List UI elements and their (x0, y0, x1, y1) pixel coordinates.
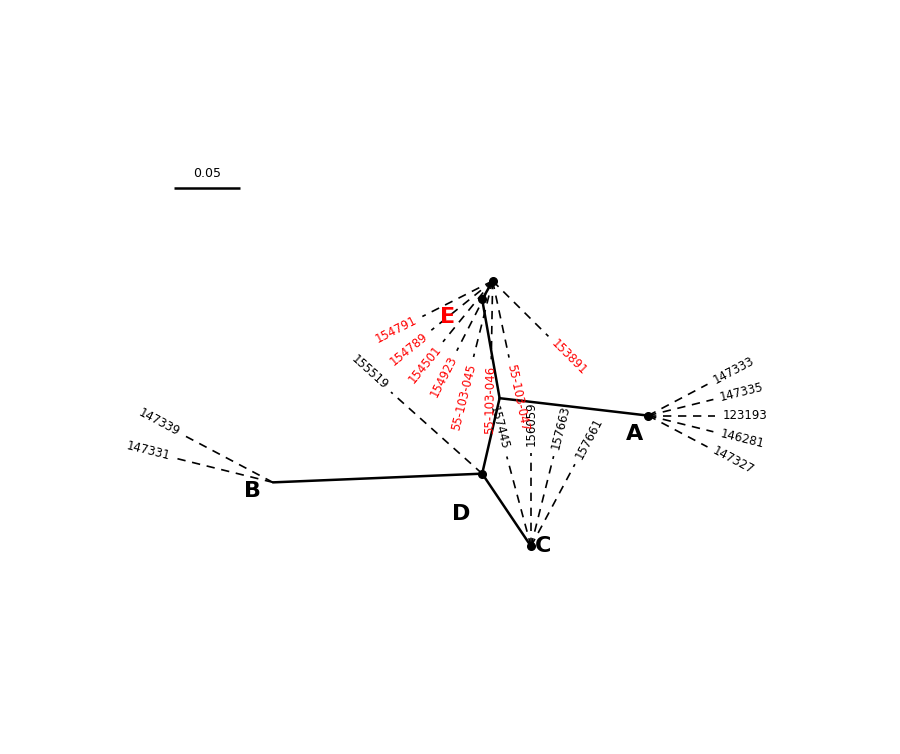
Text: 153891: 153891 (549, 337, 590, 378)
Text: 157661: 157661 (572, 415, 605, 461)
Text: 55-103-046: 55-103-046 (483, 366, 498, 434)
Text: 147333: 147333 (711, 354, 756, 387)
Text: 154501: 154501 (405, 343, 444, 386)
Text: C: C (536, 536, 552, 556)
Text: 146281: 146281 (718, 427, 765, 451)
Text: 157663: 157663 (549, 404, 572, 451)
Text: 147327: 147327 (711, 444, 756, 477)
Text: 155519: 155519 (348, 353, 390, 392)
Text: 154923: 154923 (428, 354, 459, 400)
Text: 154789: 154789 (387, 329, 430, 368)
Text: 147335: 147335 (718, 381, 765, 404)
Text: 55-103-045: 55-103-045 (449, 362, 478, 431)
Text: B: B (244, 481, 260, 501)
Text: E: E (440, 307, 454, 327)
Text: 157445: 157445 (487, 405, 511, 452)
Text: D: D (452, 504, 471, 524)
Text: 156059: 156059 (525, 402, 537, 446)
Text: 55-103-047: 55-103-047 (504, 363, 531, 432)
Text: A: A (626, 425, 643, 444)
Text: 147339: 147339 (137, 406, 182, 439)
Text: 123193: 123193 (723, 409, 767, 422)
Text: 0.05: 0.05 (194, 167, 221, 180)
Text: 154791: 154791 (374, 314, 419, 346)
Text: 147331: 147331 (125, 440, 171, 463)
